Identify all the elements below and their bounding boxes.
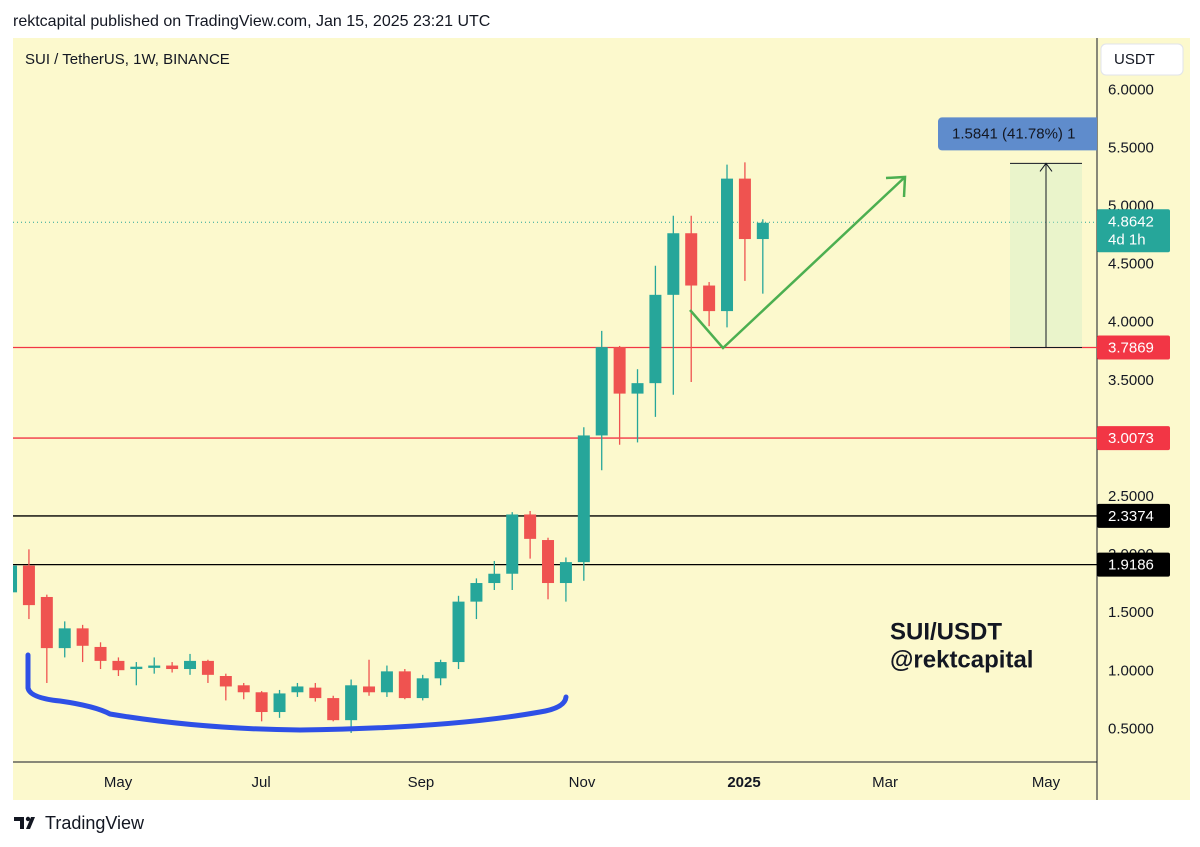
candle-body [13, 565, 18, 593]
current-price-label: 4.8642 [1108, 213, 1154, 230]
tradingview-logo [14, 816, 35, 829]
y-tick-label: 0.5000 [1108, 720, 1154, 737]
candle-body [184, 660, 197, 670]
candle-body [613, 347, 626, 394]
candle-body [130, 666, 143, 670]
level-label: 2.3374 [1108, 508, 1154, 525]
x-tick-label: May [1032, 774, 1061, 791]
level-label-box [1097, 552, 1170, 577]
x-tick-label: Nov [569, 774, 596, 791]
projection-arrow [689, 176, 906, 350]
candle-body [219, 676, 232, 687]
candles [13, 162, 769, 733]
candle-body [40, 596, 53, 649]
plot-area [13, 162, 1097, 733]
level-label: 3.7869 [1108, 339, 1154, 356]
level-label-box [1097, 335, 1170, 360]
currency-label: USDT [1114, 51, 1155, 68]
level-label-box [1097, 426, 1170, 451]
symbol-title: SUI / TetherUS, 1W, BINANCE [25, 51, 230, 68]
watermark-line: SUI/USDT [890, 618, 1002, 645]
candle-body [631, 383, 644, 394]
candle-body [434, 662, 447, 679]
candle-body [380, 671, 393, 693]
x-tick-label: 2025 [727, 774, 760, 791]
candle-body [363, 686, 376, 693]
candle-body [237, 685, 250, 693]
y-tick-label: 6.0000 [1108, 81, 1154, 98]
candle-body [273, 693, 286, 713]
candle-body [595, 347, 608, 436]
x-tick-label: Jul [251, 774, 270, 791]
watermark-line: @rektcapital [890, 646, 1033, 673]
candle-body [488, 573, 501, 584]
countdown-label: 4d 1h [1108, 231, 1146, 248]
candle-body [76, 628, 89, 646]
candle-body [22, 565, 35, 606]
projection-arrow-head [885, 175, 907, 198]
candle-body [201, 660, 214, 675]
candle-body [255, 692, 268, 713]
candle-body [470, 583, 483, 602]
y-tick-label: 4.0000 [1108, 314, 1154, 331]
x-tick-label: May [104, 774, 133, 791]
candle-body [703, 285, 716, 312]
x-tick-label: Sep [408, 774, 435, 791]
candle-body [94, 646, 107, 661]
candle-body [756, 222, 769, 240]
candle-body [166, 665, 179, 670]
y-tick-label: 1.0000 [1108, 662, 1154, 679]
candle-body [685, 233, 698, 286]
candle-body [309, 687, 322, 699]
candle-body [524, 514, 537, 539]
plot-clip: 1.5841 (41.78%) 1 [25, 117, 1097, 733]
measure-label: 1.5841 (41.78%) 1 [952, 125, 1075, 142]
logo-icon [14, 817, 35, 829]
publish-header: rektcapital published on TradingView.com… [13, 13, 490, 30]
candle-body [345, 685, 358, 721]
candle-body [452, 601, 465, 663]
candle-body [327, 698, 340, 721]
axis-labels: 0.50001.00001.50002.00002.50003.50004.00… [104, 81, 1170, 791]
candle-body [58, 628, 71, 649]
y-tick-label: 4.5000 [1108, 256, 1154, 273]
x-tick-label: Mar [872, 774, 898, 791]
currency-box[interactable] [1100, 43, 1184, 76]
candle-body [506, 514, 519, 574]
level-label: 3.0073 [1108, 430, 1154, 447]
candle-body [416, 678, 429, 699]
candle-body [291, 686, 304, 693]
candle-body [112, 660, 125, 671]
rounded-bottom-drawing [25, 652, 569, 733]
level-label-box [1097, 503, 1170, 528]
y-tick-label: 3.5000 [1108, 372, 1154, 389]
candle-body [738, 178, 751, 240]
measure-arrow-head [1039, 162, 1053, 172]
logo-dot [25, 816, 31, 822]
footer-brand: TradingView [45, 813, 145, 833]
candle-body [721, 178, 734, 312]
candle-body [398, 671, 411, 699]
level-label: 1.9186 [1108, 557, 1154, 574]
y-tick-label: 2.5000 [1108, 488, 1154, 505]
y-tick-label: 1.5000 [1108, 604, 1154, 621]
candle-body [542, 540, 555, 584]
y-tick-label: 5.5000 [1108, 139, 1154, 156]
candle-body [667, 233, 680, 295]
current-price-box [1097, 209, 1170, 253]
candle-body [559, 562, 572, 584]
candle-body [577, 435, 590, 563]
candle-body [649, 294, 662, 384]
candle-body [148, 665, 161, 668]
measure-label-box [938, 117, 1097, 151]
